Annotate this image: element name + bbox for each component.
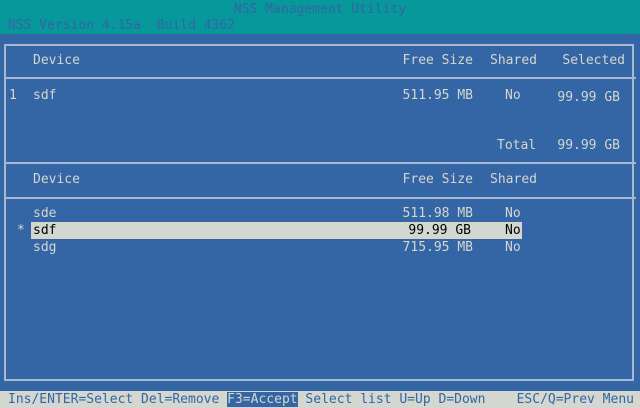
key-help-prev-menu: ESC/Q=Prev Menu: [516, 392, 634, 407]
version-info: NSS Version 4.15a Build 4362: [8, 18, 235, 33]
col-free-size: Free Size: [402, 172, 473, 187]
row-free-size: 511.95 MB: [402, 88, 473, 103]
row-shared: No: [505, 240, 521, 255]
col-shared: Shared: [490, 53, 537, 68]
divider: [4, 77, 636, 79]
col-shared: Shared: [490, 172, 537, 187]
row-device: sdf: [33, 88, 57, 103]
row-free-size: 99.99 GB: [408, 223, 471, 238]
row-free-size: 715.95 MB: [402, 240, 473, 255]
col-device: Device: [33, 53, 80, 68]
selected-marker: *: [17, 223, 25, 238]
col-selected: Selected: [562, 53, 625, 68]
device-panel: [4, 44, 634, 381]
row-shared: No: [505, 206, 521, 221]
title-bar: NSS Management Utility NSS Version 4.15a…: [0, 0, 640, 34]
row-shared: No: [505, 223, 521, 238]
col-free-size: Free Size: [402, 53, 473, 68]
highlight-bar: [31, 222, 522, 239]
key-help-accept[interactable]: F3=Accept: [227, 392, 298, 407]
col-device: Device: [33, 172, 80, 187]
row-shared: No: [505, 88, 521, 103]
divider: [4, 162, 636, 164]
divider: [4, 197, 636, 199]
row-index: 1: [9, 88, 17, 103]
total-value: 99.99 GB: [557, 138, 620, 153]
row-device: sdg: [33, 240, 57, 255]
row-device: sde: [33, 206, 57, 221]
total-label: Total: [497, 138, 537, 153]
key-help-navigation: Select list U=Up D=Down: [297, 392, 486, 407]
row-free-size: 511.98 MB: [402, 206, 473, 221]
row-device: sdf: [33, 223, 57, 238]
key-help-bar: Ins/ENTER=Select Del=Remove F3=Accept Se…: [0, 391, 640, 408]
key-help-select-remove: Ins/ENTER=Select Del=Remove: [8, 392, 228, 407]
row-selected: 99.99 GB: [557, 90, 620, 105]
app-title: NSS Management Utility: [233, 2, 407, 17]
